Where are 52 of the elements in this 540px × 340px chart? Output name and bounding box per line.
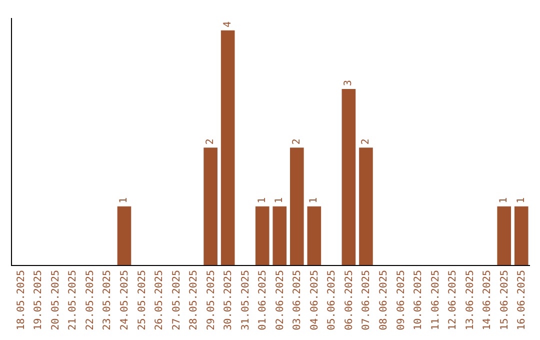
x-tick-label: 27.05.2025 <box>171 270 182 330</box>
x-tick-label: 29.05.2025 <box>206 270 217 330</box>
x-tick-label: 04.06.2025 <box>309 270 320 330</box>
x-tick-label: 18.05.2025 <box>16 270 27 330</box>
x-tick-label: 08.06.2025 <box>378 270 390 330</box>
x-tick-label: 10.06.2025 <box>413 270 424 330</box>
x-tick-label: 02.06.2025 <box>274 270 286 330</box>
data-label: 1 <box>308 197 320 204</box>
x-tick-label: 13.06.2025 <box>464 270 476 330</box>
x-tick-label: 15.06.2025 <box>499 270 510 330</box>
data-label: 2 <box>291 138 302 145</box>
bar <box>220 30 235 265</box>
data-label: 2 <box>360 138 372 145</box>
data-label: 4 <box>222 21 234 28</box>
x-tick-label: 16.06.2025 <box>516 270 528 330</box>
x-tick-label: 23.05.2025 <box>102 270 114 330</box>
x-tick-label: 25.05.2025 <box>136 270 148 330</box>
bar <box>204 148 218 265</box>
x-tick-label: 22.05.2025 <box>84 270 96 330</box>
data-label: 1 <box>274 197 286 204</box>
x-tick-label: 05.06.2025 <box>326 270 338 330</box>
bar <box>307 206 322 265</box>
data-label: 1 <box>498 197 510 204</box>
x-tick-label: 24.05.2025 <box>119 270 130 330</box>
bar <box>342 89 356 265</box>
x-tick-label: 26.05.2025 <box>154 270 166 330</box>
x-tick-label: 21.05.2025 <box>68 270 79 330</box>
data-label: 1 <box>118 197 130 204</box>
x-tick-label: 20.05.2025 <box>50 270 62 330</box>
data-label: 3 <box>343 80 354 86</box>
x-tick-label: 03.06.2025 <box>292 270 304 330</box>
x-tick-label: 31.05.2025 <box>240 270 252 330</box>
data-label: 1 <box>256 197 268 204</box>
bar <box>359 148 373 265</box>
x-tick-label: 07.06.2025 <box>361 270 372 330</box>
data-label: 2 <box>205 138 216 145</box>
x-tick-label: 28.05.2025 <box>188 270 200 330</box>
bar <box>497 206 512 265</box>
bar <box>272 206 287 265</box>
data-label: 1 <box>516 197 527 204</box>
bar <box>514 206 528 265</box>
bar <box>290 148 304 265</box>
x-tick-label: 06.06.2025 <box>344 270 355 330</box>
x-tick-label: 01.06.2025 <box>258 270 269 330</box>
x-tick-label: 30.05.2025 <box>223 270 234 330</box>
bar <box>117 206 132 265</box>
x-tick-label: 11.06.2025 <box>430 270 442 330</box>
x-tick-label: 19.05.2025 <box>33 270 44 330</box>
x-tick-label: 12.06.2025 <box>448 270 459 330</box>
x-tick-label: 14.06.2025 <box>482 270 494 330</box>
bar <box>255 206 270 265</box>
x-tick-label: 09.06.2025 <box>396 270 407 330</box>
